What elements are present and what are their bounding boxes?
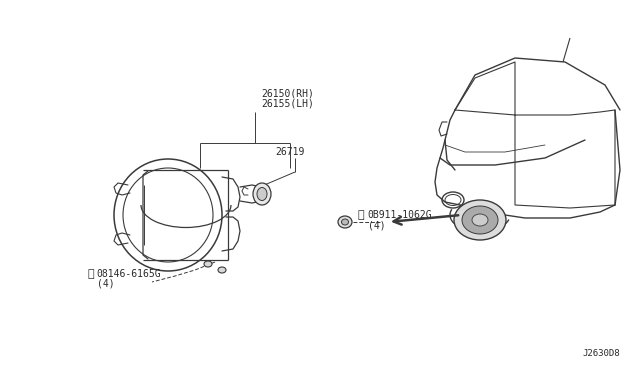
Text: 26150(RH): 26150(RH) (261, 89, 314, 99)
Ellipse shape (253, 183, 271, 205)
Text: (4): (4) (368, 220, 386, 230)
Text: J2630D8: J2630D8 (582, 349, 620, 358)
Ellipse shape (462, 206, 498, 234)
Ellipse shape (338, 216, 352, 228)
Text: 0B911-1062G: 0B911-1062G (367, 210, 431, 220)
Ellipse shape (342, 219, 349, 225)
Ellipse shape (454, 200, 506, 240)
Text: ⓝ: ⓝ (358, 210, 365, 220)
Ellipse shape (218, 267, 226, 273)
Text: 26719: 26719 (275, 147, 305, 157)
Text: (4): (4) (97, 279, 115, 289)
Text: 08146-6165G: 08146-6165G (96, 269, 161, 279)
Ellipse shape (472, 214, 488, 226)
Text: Ⓑ: Ⓑ (87, 269, 93, 279)
Ellipse shape (204, 261, 212, 267)
Text: 26155(LH): 26155(LH) (261, 99, 314, 109)
Ellipse shape (257, 187, 267, 201)
